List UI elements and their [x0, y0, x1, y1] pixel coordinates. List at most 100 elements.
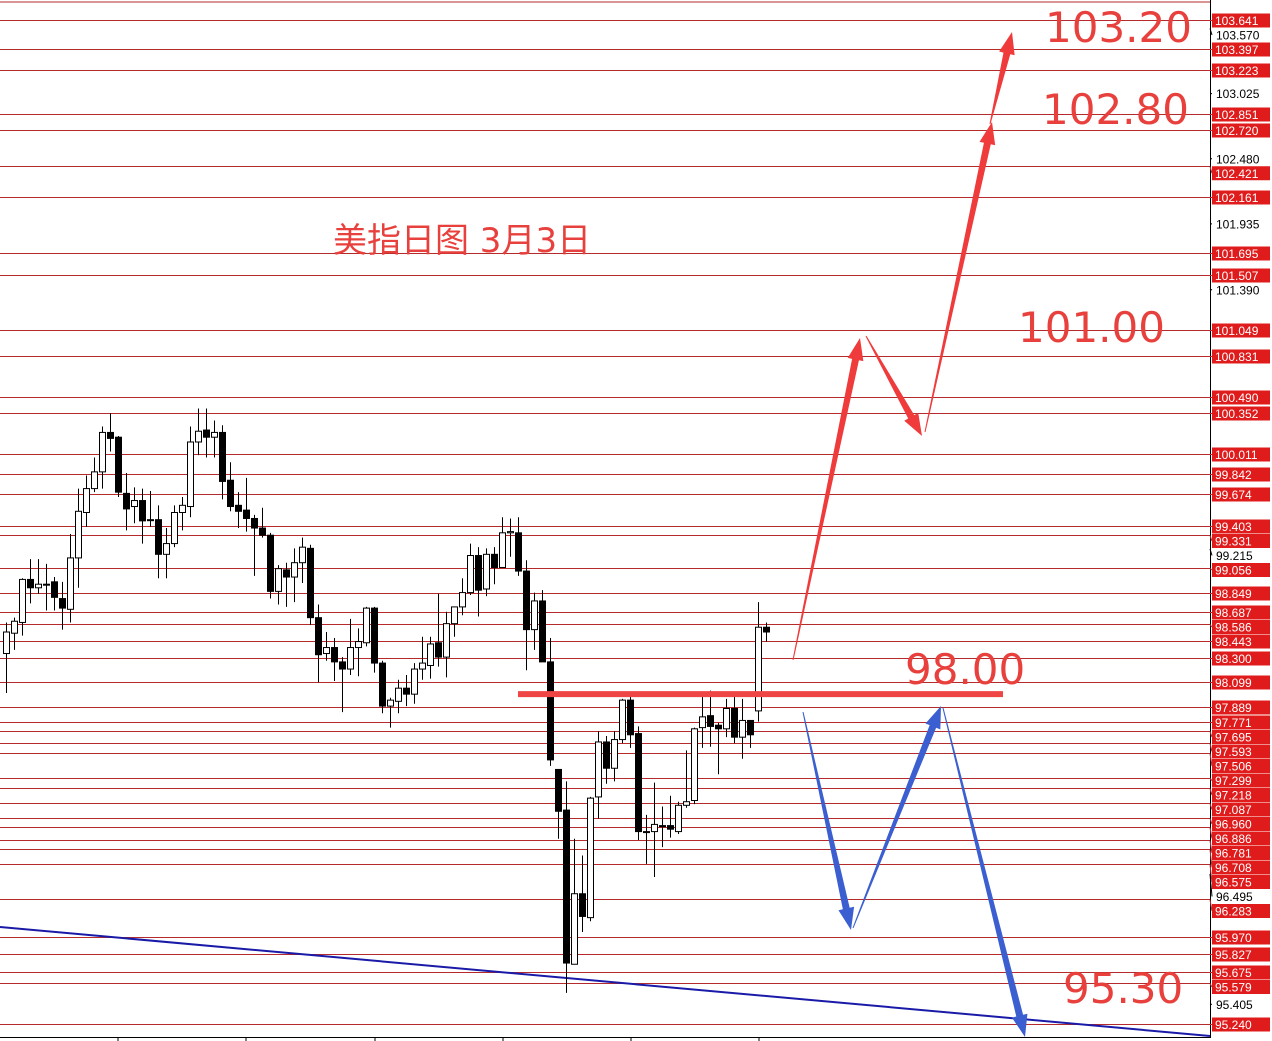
candle: [755, 602, 762, 722]
level-label-bg: [1212, 788, 1270, 802]
candle: [707, 690, 714, 747]
candle-body-up: [507, 531, 514, 534]
candle-body-down: [235, 504, 242, 512]
level-label-bg: [1212, 534, 1270, 548]
level-label: 96.886: [1215, 832, 1252, 846]
candle: [243, 477, 250, 532]
candle-body-down: [155, 519, 162, 555]
candle-body-down: [563, 809, 570, 964]
trend-line-segment: [0, 926, 1211, 1037]
level-label-bg: [1212, 390, 1270, 405]
candle: [435, 593, 442, 667]
level-label: 99.056: [1215, 564, 1252, 578]
axis-label-connector: [1209, 983, 1213, 988]
axis-label-connector: [1209, 818, 1213, 825]
candle-body-up: [179, 504, 186, 513]
candle-body-up: [75, 510, 82, 559]
axis-label-connector: [1209, 840, 1213, 854]
candle: [587, 796, 594, 922]
candle: [675, 801, 682, 834]
axis-label-connector: [1209, 28, 1213, 36]
candle: [635, 726, 642, 840]
level-label: 98.443: [1215, 635, 1252, 649]
candle: [427, 636, 434, 679]
candle-body-up: [459, 592, 466, 608]
up-arrow-icon: [989, 32, 1015, 125]
level-label-bg: [1212, 605, 1270, 620]
candle: [747, 719, 754, 748]
forecast-arrows: [518, 32, 1028, 1037]
candle: [523, 560, 530, 671]
level-label-bg: [1212, 651, 1270, 666]
candle: [667, 795, 674, 838]
candle: [331, 637, 338, 682]
level-label: 97.218: [1215, 789, 1252, 803]
candle-body-down: [475, 555, 482, 591]
candle: [531, 592, 538, 650]
level-label-bg: [1212, 817, 1270, 831]
candle-body-up: [91, 471, 98, 490]
candle-body-down: [139, 500, 146, 522]
level-label: 101.695: [1215, 247, 1259, 261]
level-label: 102.851: [1215, 108, 1259, 122]
candle: [323, 632, 330, 661]
candle-body-down: [51, 581, 58, 598]
candle-body-down: [403, 687, 410, 695]
level-label: 97.087: [1215, 803, 1252, 817]
candle: [339, 657, 346, 713]
candle-body-up: [531, 600, 538, 631]
candle: [619, 698, 626, 744]
up-arrow-icon: [792, 338, 864, 661]
level-label-bg: [1212, 980, 1270, 994]
candle: [51, 577, 58, 611]
axis-label-connector: [1209, 624, 1213, 628]
candle-body-up: [363, 607, 370, 644]
level-label-bg: [1212, 107, 1270, 122]
level-label-bg: [1212, 1017, 1270, 1032]
candle: [403, 675, 410, 707]
candle: [235, 492, 242, 529]
down-arrow-icon: [865, 335, 922, 436]
level-label: 99.403: [1215, 520, 1252, 534]
candle-body-down: [747, 719, 754, 736]
candle-body-up: [723, 707, 730, 730]
candle-body-up: [99, 431, 106, 473]
level-label: 100.831: [1215, 350, 1259, 364]
candle-body-up: [275, 568, 282, 592]
candle-body-up: [419, 662, 426, 670]
candle: [459, 578, 466, 616]
candle: [387, 697, 394, 728]
candle-body-down: [339, 661, 346, 670]
candle-body-up: [67, 557, 74, 610]
candle: [443, 611, 450, 678]
level-label: 99.331: [1215, 535, 1252, 549]
level-label: 95.827: [1215, 948, 1252, 962]
candle: [627, 694, 634, 748]
candle: [595, 731, 602, 819]
candle-body-up: [163, 543, 170, 555]
trend-line: [0, 926, 1211, 1037]
level-label-bg: [1212, 349, 1270, 364]
level-label: 95.970: [1215, 931, 1252, 945]
candle-body-up: [595, 741, 602, 798]
candle: [283, 562, 290, 607]
candle: [411, 663, 418, 704]
level-label-bg: [1212, 675, 1270, 690]
level-label-bg: [1212, 802, 1270, 817]
level-label-bg: [1212, 875, 1270, 889]
candle-body-up: [483, 553, 490, 590]
down-arrow-icon: [802, 711, 855, 930]
level-label: 98.099: [1215, 676, 1252, 690]
candle: [611, 731, 618, 782]
candle: [179, 496, 186, 531]
axis-tick-label: 96.495: [1216, 890, 1253, 904]
level-label: 96.781: [1215, 847, 1252, 861]
candle-body-down: [523, 570, 530, 631]
level-label: 102.421: [1215, 167, 1259, 181]
candle: [219, 425, 226, 500]
candle-body-up: [3, 631, 10, 655]
candle-body-up: [675, 804, 682, 833]
candle: [715, 722, 722, 775]
candle: [491, 547, 498, 585]
candle: [99, 426, 106, 489]
